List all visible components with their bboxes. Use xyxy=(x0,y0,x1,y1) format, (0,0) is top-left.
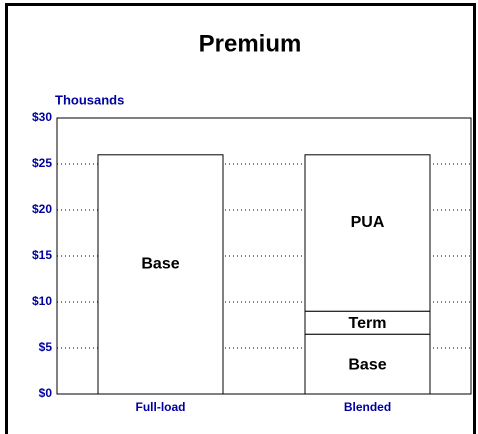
y-tick-label: $30 xyxy=(32,110,52,124)
bar-segment xyxy=(97,154,224,395)
x-tick-label: Blended xyxy=(344,400,391,414)
y-tick-label: $15 xyxy=(32,248,52,262)
segment-label: Term xyxy=(349,315,387,332)
chart-title: Premium xyxy=(199,30,302,57)
frame xyxy=(5,3,476,434)
y-tick-label: $10 xyxy=(32,294,52,308)
y-tick-label: $5 xyxy=(39,340,53,354)
y-tick-label: $25 xyxy=(32,156,52,170)
segment-label: Base xyxy=(141,256,179,273)
bar-segment xyxy=(304,333,431,395)
bar-segment xyxy=(304,154,431,312)
y-tick-label: $20 xyxy=(32,202,52,216)
segment-label: Base xyxy=(348,356,386,373)
y-axis-label: Thousands xyxy=(55,92,124,107)
y-tick-label: $0 xyxy=(39,386,53,400)
segment-label: PUA xyxy=(351,214,385,231)
x-tick-label: Full-load xyxy=(136,400,186,414)
